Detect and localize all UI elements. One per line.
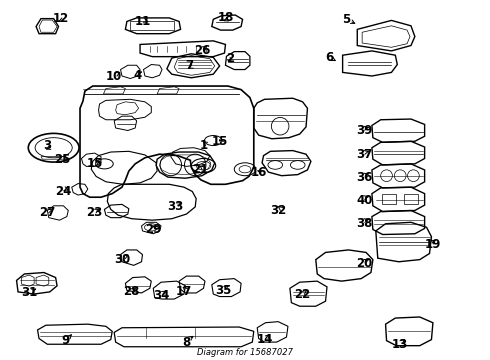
Bar	[130, 21, 174, 30]
Text: 26: 26	[194, 44, 210, 57]
Text: 9: 9	[61, 334, 70, 347]
Text: Diagram for 15687027: Diagram for 15687027	[197, 348, 293, 357]
Text: 20: 20	[356, 257, 373, 270]
Text: 15: 15	[86, 157, 103, 170]
Text: 21: 21	[192, 163, 208, 176]
Text: 6: 6	[325, 51, 333, 64]
Text: 4: 4	[133, 69, 142, 82]
Bar	[382, 194, 396, 204]
Text: 19: 19	[425, 238, 441, 251]
Text: 3: 3	[43, 139, 51, 152]
Text: 11: 11	[134, 15, 150, 28]
Text: 35: 35	[215, 284, 231, 297]
Text: 15: 15	[211, 135, 228, 148]
Text: 16: 16	[250, 166, 267, 179]
Text: 5: 5	[343, 13, 351, 26]
Text: 37: 37	[356, 148, 373, 161]
Text: 29: 29	[145, 223, 161, 236]
Bar	[404, 194, 418, 204]
Text: 18: 18	[217, 12, 234, 24]
Text: 36: 36	[356, 171, 373, 184]
Text: 14: 14	[256, 333, 273, 346]
Text: 7: 7	[185, 59, 193, 72]
Text: 23: 23	[87, 207, 103, 220]
Text: 8: 8	[182, 336, 191, 348]
Text: 1: 1	[199, 139, 208, 152]
Text: 25: 25	[54, 153, 70, 166]
Text: 28: 28	[123, 285, 140, 298]
Text: 31: 31	[21, 287, 37, 300]
Text: 12: 12	[52, 12, 69, 25]
Text: 17: 17	[176, 285, 192, 298]
Text: 33: 33	[168, 201, 184, 213]
Text: 10: 10	[106, 69, 122, 82]
Text: 27: 27	[39, 207, 55, 220]
Text: 22: 22	[294, 288, 311, 301]
Text: 39: 39	[356, 124, 373, 137]
Text: 2: 2	[226, 51, 234, 64]
Text: 30: 30	[114, 253, 130, 266]
Text: 13: 13	[392, 338, 408, 351]
Text: 40: 40	[356, 194, 373, 207]
Text: 38: 38	[356, 216, 373, 230]
Text: 32: 32	[270, 204, 286, 217]
Text: 34: 34	[153, 289, 169, 302]
Text: 24: 24	[55, 185, 72, 198]
